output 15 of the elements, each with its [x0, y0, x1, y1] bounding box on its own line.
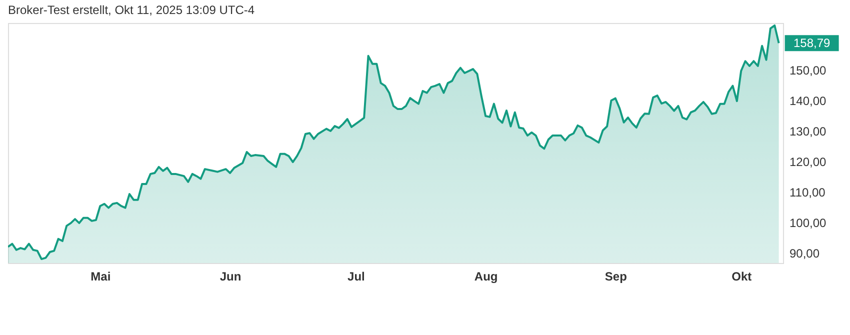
x-tick-label: Sep [604, 270, 627, 284]
y-tick-label: 110,00 [790, 185, 826, 200]
x-tick-label: Okt [732, 270, 752, 284]
y-tick-label: 90,00 [790, 246, 820, 260]
y-tick-label: 140,00 [790, 94, 827, 108]
y-tick-label: 100,00 [790, 216, 827, 230]
x-tick-label: Jul [348, 270, 365, 284]
y-tick-label: 150,00 [790, 63, 827, 78]
y-tick-label: 120,00 [790, 154, 827, 169]
chart-title: Broker-Test erstellt, Okt 11, 2025 13:09 UTC-4 [8, 3, 255, 17]
x-tick-label: Jun [220, 270, 242, 284]
x-tick-label: Aug [474, 270, 498, 284]
y-tick-label: 130,00 [790, 124, 827, 138]
annotation: 158,79 [793, 36, 830, 50]
x-tick-label: Mai [90, 270, 111, 284]
